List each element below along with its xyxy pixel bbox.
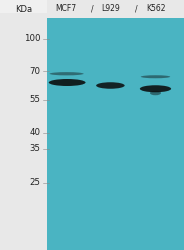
Text: /: / bbox=[135, 4, 137, 13]
Text: 25: 25 bbox=[29, 178, 40, 187]
Text: KDa: KDa bbox=[15, 5, 33, 14]
Text: MCF7: MCF7 bbox=[56, 4, 77, 13]
Ellipse shape bbox=[50, 72, 84, 76]
Bar bbox=[0, 12, 47, 250]
Ellipse shape bbox=[49, 79, 86, 86]
Text: 55: 55 bbox=[29, 96, 40, 104]
Ellipse shape bbox=[140, 85, 171, 92]
Text: 35: 35 bbox=[29, 144, 40, 153]
Ellipse shape bbox=[141, 75, 170, 78]
Ellipse shape bbox=[96, 82, 125, 89]
Text: K562: K562 bbox=[147, 4, 166, 13]
Text: 100: 100 bbox=[24, 34, 40, 43]
Text: L929: L929 bbox=[101, 4, 120, 13]
Bar bbox=[47, 0, 184, 18]
Text: 40: 40 bbox=[29, 128, 40, 137]
Bar bbox=[47, 12, 184, 250]
Text: 70: 70 bbox=[29, 67, 40, 76]
Text: /: / bbox=[91, 4, 93, 13]
Ellipse shape bbox=[150, 91, 161, 95]
